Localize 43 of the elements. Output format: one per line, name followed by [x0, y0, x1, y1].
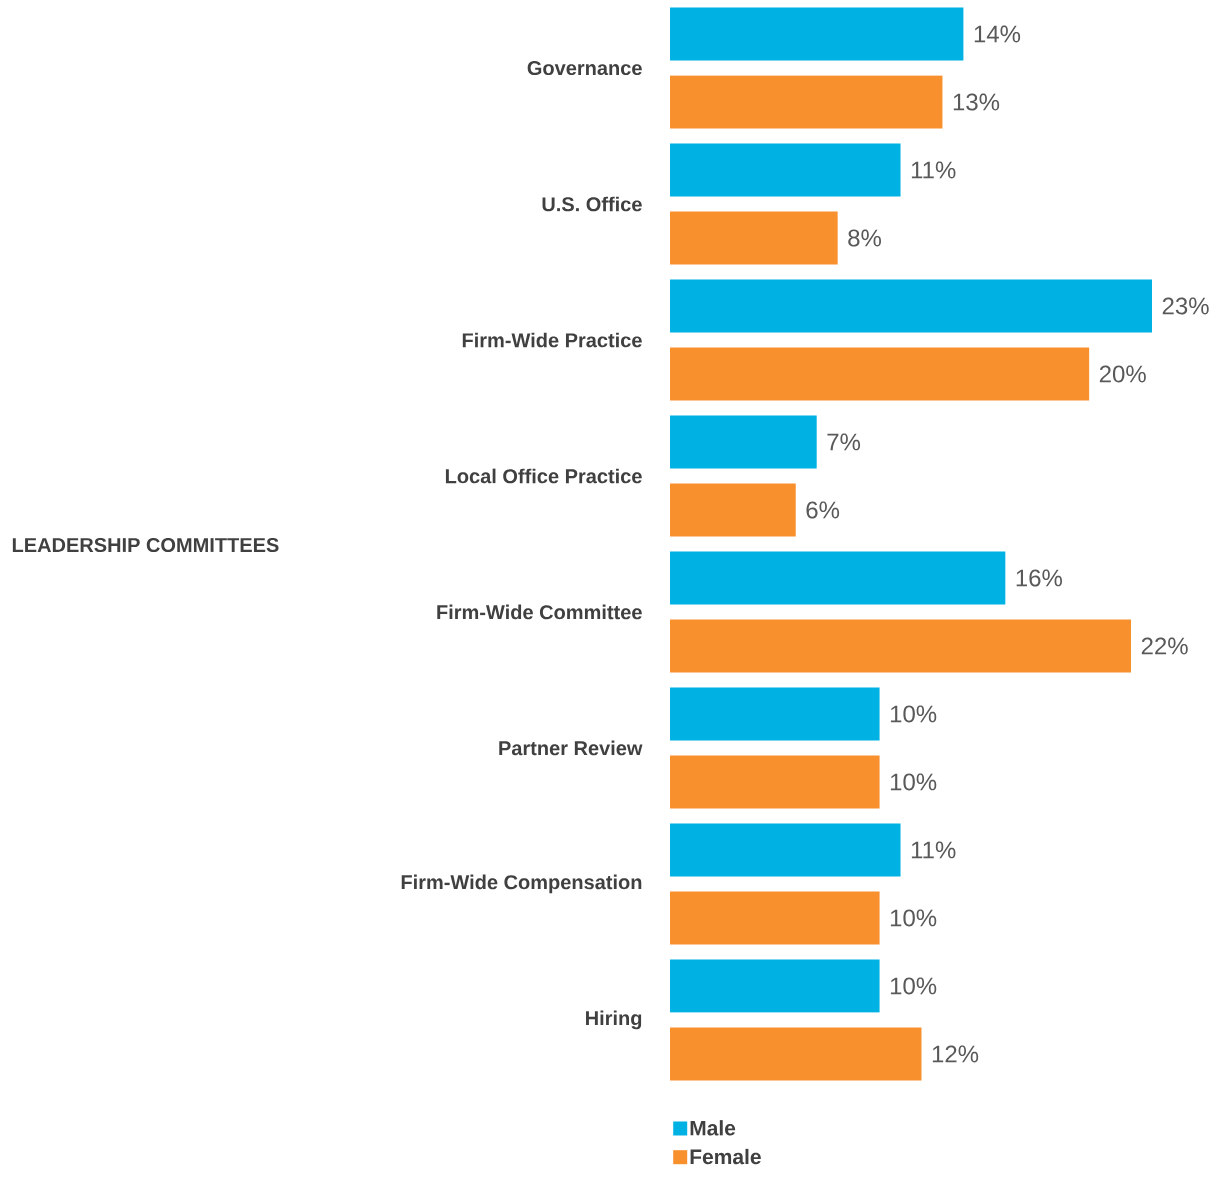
data-label: 10%	[890, 773, 937, 791]
data-label: 20%	[1099, 365, 1146, 383]
data-label: 13%	[953, 93, 1000, 111]
data-label: 23%	[1162, 297, 1209, 315]
bar	[670, 959, 880, 1013]
bar	[670, 415, 817, 469]
y-tick-label: U.S. Office	[542, 196, 642, 212]
bar	[670, 619, 1132, 673]
bar	[670, 483, 796, 537]
bar	[670, 823, 901, 877]
data-label: 6%	[806, 501, 840, 519]
legend-label: Male	[690, 1120, 736, 1136]
bar	[670, 143, 901, 197]
bar	[670, 1027, 922, 1081]
bar	[670, 279, 1153, 333]
y-tick-label: Governance	[527, 60, 642, 76]
text: LEADERSHIP COMMITTEES	[12, 537, 279, 553]
y-tick-label: Firm-Wide Committee	[437, 604, 642, 620]
bar	[670, 551, 1006, 605]
data-label: 10%	[890, 705, 937, 723]
data-label: 12%	[932, 1045, 979, 1063]
bar	[670, 755, 880, 809]
y-tick-label: Firm-Wide Compensation	[401, 874, 642, 894]
data-label: 8%	[848, 229, 882, 247]
bar	[670, 75, 943, 129]
data-label: 10%	[890, 909, 937, 927]
y-tick-label: Partner Review	[499, 740, 643, 756]
legend-label: Female	[690, 1148, 761, 1165]
data-label: 11%	[911, 841, 956, 859]
data-label: 10%	[890, 977, 937, 995]
bar	[670, 211, 838, 265]
bar	[670, 347, 1090, 401]
bar	[670, 891, 880, 945]
bar	[670, 687, 880, 741]
data-label: 16%	[1016, 569, 1063, 587]
data-label: 11%	[911, 161, 956, 179]
data-label: 14%	[974, 25, 1021, 43]
y-tick-label: Local Office Practice	[445, 468, 642, 484]
data-label: 7%	[827, 433, 861, 451]
bar	[670, 7, 964, 61]
y-tick-label: Hiring	[586, 1010, 642, 1030]
data-label: 22%	[1141, 637, 1188, 655]
y-tick-label: Firm-Wide Practice	[462, 332, 642, 348]
